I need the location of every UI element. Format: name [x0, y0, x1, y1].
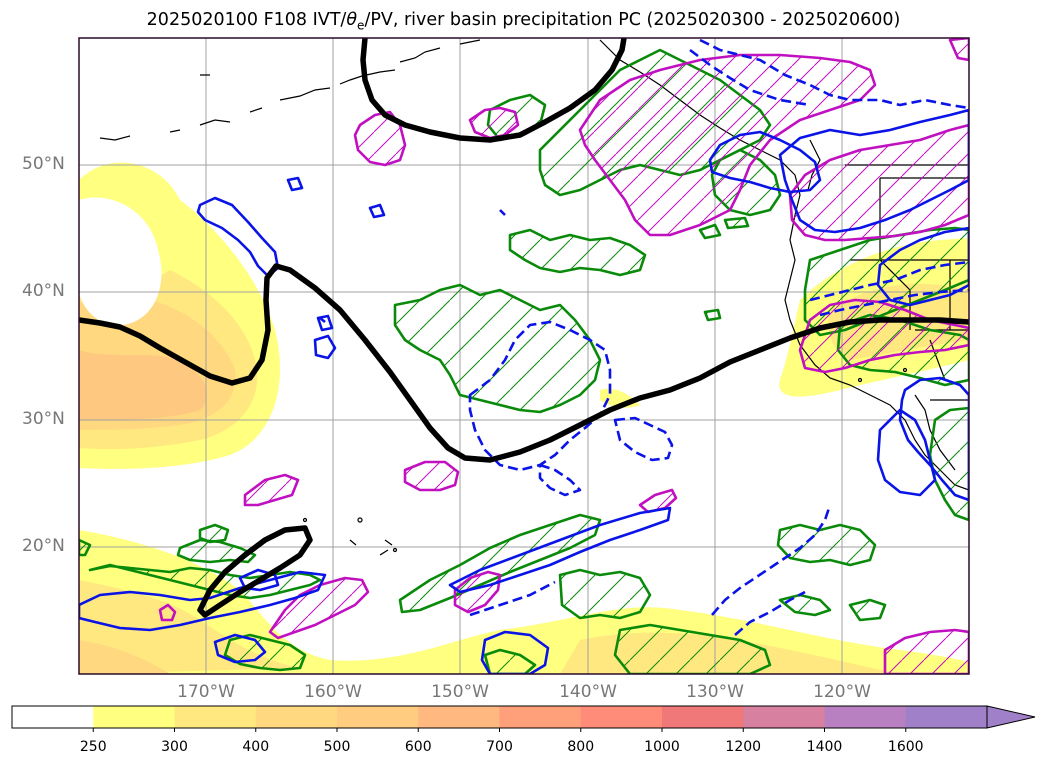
colorbar-segment — [580, 706, 663, 728]
colorbar-tick-label: 1600 — [887, 739, 924, 755]
colorbar-tick-label: 1400 — [806, 739, 843, 755]
colorbar-segment — [905, 706, 988, 728]
map-frame — [78, 37, 970, 675]
colorbar-segment — [255, 706, 338, 728]
colorbar-segment — [12, 706, 94, 728]
colorbar-segment — [337, 706, 419, 728]
colorbar-segment — [418, 706, 500, 728]
lon-label-150w: 150°W — [431, 682, 489, 702]
colorbar-segment — [93, 706, 175, 728]
lat-label-30: 30°N — [22, 409, 65, 429]
colorbar — [11, 705, 1036, 732]
pv-contour — [79, 38, 969, 618]
colorbar-tick-label: 800 — [567, 739, 595, 755]
colorbar-tick-label: 600 — [404, 739, 432, 755]
colorbar-segment — [662, 706, 744, 728]
colorbar-extend-arrow — [986, 705, 1036, 729]
colorbar-segment — [174, 706, 257, 728]
colorbar-tick-label: 1000 — [644, 739, 680, 755]
lat-label-50: 50°N — [22, 154, 65, 174]
lon-label-130w: 130°W — [686, 682, 744, 702]
lon-label-140w: 140°W — [559, 682, 617, 702]
colorbar-segment — [743, 706, 825, 728]
lat-label-40: 40°N — [22, 281, 65, 301]
lon-label-160w: 160°W — [304, 682, 362, 702]
colorbar-tick-label: 300 — [161, 739, 188, 755]
colorbar-tick-label: 700 — [486, 739, 513, 755]
map-title: 2025020100 F108 IVT/θe/PV, river basin p… — [146, 10, 901, 33]
colorbar-segment — [499, 706, 582, 728]
colorbar-tick-label: 500 — [323, 739, 351, 755]
colorbar-tick-label: 1200 — [725, 739, 762, 755]
colorbar-tick-label: 400 — [242, 739, 270, 755]
lon-label-120w: 120°W — [813, 682, 871, 702]
lat-label-20: 20°N — [22, 536, 65, 556]
colorbar-segment — [824, 706, 907, 728]
blue-dashed-contours — [319, 38, 969, 636]
lon-label-170w: 170°W — [177, 682, 235, 702]
colorbar-tick-label: 250 — [79, 739, 107, 755]
magenta-contours — [158, 38, 969, 674]
